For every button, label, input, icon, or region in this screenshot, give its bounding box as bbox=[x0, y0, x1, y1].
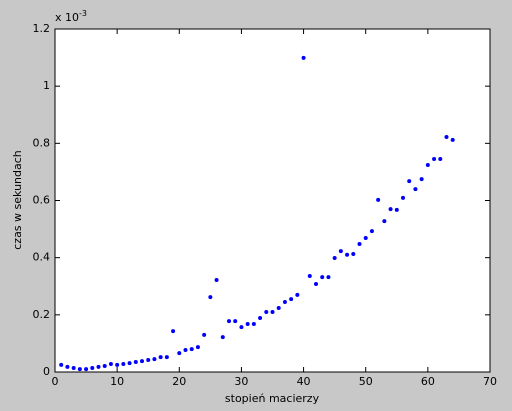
point bbox=[164, 355, 169, 360]
point bbox=[282, 299, 287, 304]
point bbox=[77, 367, 82, 372]
x-tick-label: 60 bbox=[421, 375, 435, 388]
point bbox=[407, 179, 412, 184]
point bbox=[432, 157, 437, 162]
point bbox=[71, 365, 76, 370]
point bbox=[264, 309, 269, 314]
point bbox=[195, 345, 200, 350]
point bbox=[345, 252, 350, 257]
point bbox=[171, 329, 176, 334]
point bbox=[444, 135, 449, 140]
point bbox=[376, 197, 381, 202]
plot-area bbox=[54, 28, 491, 373]
x-tick-label: 10 bbox=[110, 375, 124, 388]
point bbox=[419, 177, 424, 182]
point bbox=[239, 325, 244, 330]
point bbox=[388, 207, 393, 212]
point bbox=[146, 357, 151, 362]
point bbox=[183, 347, 188, 352]
point bbox=[450, 137, 455, 142]
point bbox=[158, 355, 163, 360]
y-tick-label: 0.4 bbox=[33, 251, 51, 264]
x-tick-label: 20 bbox=[172, 375, 186, 388]
point bbox=[276, 305, 281, 310]
point bbox=[369, 229, 374, 234]
x-axis-label: stopień macierzy bbox=[225, 392, 320, 405]
point bbox=[413, 187, 418, 192]
point bbox=[425, 163, 430, 168]
point bbox=[189, 347, 194, 352]
point bbox=[127, 361, 132, 366]
y-tick-label: 0.8 bbox=[33, 136, 51, 149]
point bbox=[202, 332, 207, 337]
x-tick-label: 50 bbox=[359, 375, 373, 388]
point bbox=[96, 364, 101, 369]
point bbox=[338, 249, 343, 254]
point bbox=[289, 297, 294, 302]
point bbox=[401, 195, 405, 200]
point bbox=[357, 241, 362, 246]
point bbox=[220, 335, 225, 340]
point bbox=[108, 361, 113, 366]
y-tick-label: 1 bbox=[43, 79, 50, 92]
y-multiplier-base: x 10 bbox=[55, 11, 79, 24]
point bbox=[59, 362, 64, 367]
x-tick-label: 70 bbox=[483, 375, 497, 388]
y-tick-label: 0.2 bbox=[33, 308, 51, 321]
point bbox=[214, 277, 219, 282]
point bbox=[227, 319, 231, 324]
point bbox=[320, 275, 325, 280]
point bbox=[301, 55, 306, 60]
point bbox=[133, 359, 138, 364]
point bbox=[332, 255, 337, 260]
y-multiplier-exponent: -3 bbox=[79, 9, 87, 18]
point bbox=[245, 321, 250, 326]
point bbox=[314, 281, 318, 286]
x-tick-label: 40 bbox=[297, 375, 311, 388]
point bbox=[233, 319, 238, 324]
y-tick-label: 0.6 bbox=[33, 194, 51, 207]
x-tick-label: 0 bbox=[52, 375, 59, 388]
point bbox=[140, 359, 144, 364]
x-tick-label: 30 bbox=[234, 375, 248, 388]
point bbox=[84, 367, 89, 372]
point bbox=[251, 321, 256, 326]
point bbox=[363, 235, 368, 240]
point bbox=[152, 357, 157, 362]
point bbox=[177, 351, 182, 356]
point bbox=[90, 365, 95, 370]
point bbox=[208, 295, 213, 300]
point bbox=[326, 275, 331, 280]
point bbox=[121, 361, 126, 366]
point bbox=[258, 315, 263, 320]
point bbox=[65, 364, 70, 369]
point bbox=[351, 251, 356, 256]
point bbox=[295, 292, 300, 297]
point bbox=[270, 309, 275, 314]
point bbox=[102, 363, 107, 368]
point bbox=[394, 207, 399, 212]
y-tick-label: 1.2 bbox=[33, 22, 51, 35]
point bbox=[382, 219, 387, 224]
y-multiplier: x 10-3 bbox=[55, 9, 87, 25]
y-tick-label: 0 bbox=[43, 365, 50, 378]
point bbox=[115, 362, 120, 367]
point bbox=[438, 157, 443, 162]
y-axis-label: czas w sekundach bbox=[11, 150, 24, 250]
point bbox=[307, 273, 312, 278]
